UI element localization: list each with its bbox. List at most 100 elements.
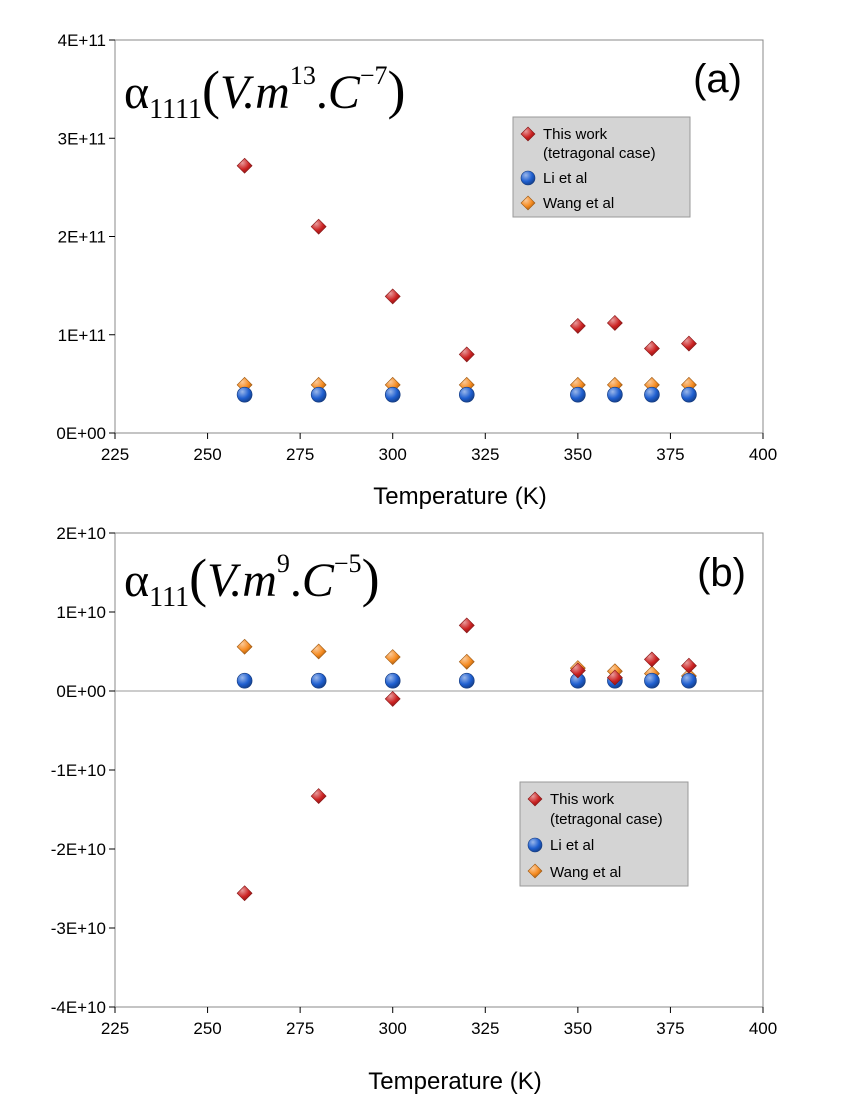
panel-b-point-this-work xyxy=(384,690,401,707)
panel-a-legend-label-wang: Wang et al xyxy=(543,195,614,212)
panel-b-y-tick-label: -3E+10 xyxy=(51,919,106,938)
panel-a-point-this-work xyxy=(384,288,401,305)
panel-a-formula-m-exponent: 13 xyxy=(290,61,316,90)
panel-b-legend-label-wang: Wang et al xyxy=(550,864,621,881)
panel-b-point-this-work xyxy=(569,662,586,679)
panel-b-formula-dot: . xyxy=(290,554,302,607)
panel-a: 0E+00 1E+11 2E+11 3E+11 4E+11 225 250 275 300 32… xyxy=(56,31,777,510)
panel-b-x-axis-label: Temperature (K) xyxy=(368,1068,541,1095)
panel-b-y-tick-label: 1E+10 xyxy=(56,603,106,622)
panel-b-formula-symbol: α xyxy=(124,554,149,607)
panel-a-point-li xyxy=(458,386,475,403)
panel-a-legend-marker-li xyxy=(520,170,536,186)
panel-a-legend: This work (tetragonal case) Li et al Wan… xyxy=(512,116,691,218)
panel-a-formula-dot: . xyxy=(316,66,328,119)
panel-a-point-this-work xyxy=(643,340,660,357)
panel-b-legend-marker-li xyxy=(527,837,543,853)
panel-b-y-tick-label: -1E+10 xyxy=(51,761,106,780)
panel-a-point-li xyxy=(310,386,327,403)
panel-a-legend-marker-this-work xyxy=(520,126,536,142)
panel-a-x-tick-label: 325 xyxy=(471,445,499,464)
panel-b-point-this-work xyxy=(643,651,660,668)
panel-b-x-tick-label: 225 xyxy=(101,1019,129,1038)
panel-b-point-li xyxy=(644,672,660,689)
panel-a-formula-subscript: 1111 xyxy=(149,94,202,125)
panel-a-y-ticks: 0E+00 1E+11 2E+11 3E+11 4E+11 xyxy=(56,31,115,443)
panel-b: -4E+10-3E+10-2E+10-1E+100E+001E+102E+10 … xyxy=(51,524,777,1095)
panel-b-point-li xyxy=(681,672,697,689)
panel-b-point-li xyxy=(236,672,253,689)
panel-a-point-li xyxy=(607,386,623,403)
panel-a-formula-c: C xyxy=(328,66,361,119)
panel-a-x-tick-label: 300 xyxy=(379,445,407,464)
panel-b-x-tick-label: 275 xyxy=(286,1019,314,1038)
panel-a-x-tick-label: 250 xyxy=(193,445,221,464)
panel-b-point-this-work xyxy=(236,885,253,902)
panel-b-x-tick-label: 350 xyxy=(564,1019,592,1038)
panel-b-x-tick-label: 375 xyxy=(656,1019,684,1038)
panel-b-formula-v: V. xyxy=(207,554,242,607)
panel-a-point-this-work xyxy=(569,317,586,334)
panel-a-point-this-work xyxy=(458,346,475,363)
panel-a-y-tick-label: 3E+11 xyxy=(58,129,106,148)
panel-a-formula-open-paren: ( xyxy=(202,60,220,120)
panel-a-title-formula: α1111(V.m13.C−7) xyxy=(124,60,406,125)
panel-b-x-ticks: 225 250 275 300 325 350 375 400 xyxy=(101,1007,777,1038)
panel-a-points xyxy=(236,157,697,403)
panel-b-formula-m-exponent: 9 xyxy=(277,549,290,578)
panel-b-title-formula: α111(V.m9.C−5) xyxy=(124,548,380,613)
panel-b-formula-close-paren: ) xyxy=(362,548,380,608)
panel-a-legend-label-this-work-line1: This work xyxy=(543,126,608,143)
panel-b-formula-m: m xyxy=(242,554,277,607)
panel-b-formula-c: C xyxy=(302,554,335,607)
panel-a-y-tick-label: 1E+11 xyxy=(58,326,106,345)
panel-a-point-this-work xyxy=(681,335,697,352)
panel-b-legend-marker-wang xyxy=(527,863,543,879)
panel-a-x-tick-label: 350 xyxy=(564,445,592,464)
panel-b-point-wang xyxy=(458,653,475,670)
panel-b-legend-label-li: Li et al xyxy=(550,837,594,854)
panel-b-point-wang xyxy=(310,643,327,660)
panel-b-x-tick-label: 325 xyxy=(471,1019,499,1038)
panel-a-legend-box xyxy=(512,116,691,218)
panel-a-y-tick-label: 2E+11 xyxy=(58,228,106,247)
panel-a-legend-label-li: Li et al xyxy=(543,170,587,187)
panel-a-point-li xyxy=(236,386,253,403)
panel-a-x-tick-label: 400 xyxy=(749,445,777,464)
panel-b-plot-area xyxy=(114,532,764,1008)
panel-a-formula-v: V. xyxy=(220,66,255,119)
panel-b-x-tick-label: 400 xyxy=(749,1019,777,1038)
panel-b-formula-subscript: 111 xyxy=(149,582,189,613)
panel-a-point-li xyxy=(644,386,660,403)
panel-b-x-tick-label: 250 xyxy=(193,1019,221,1038)
panel-a-formula-close-paren: ) xyxy=(388,60,406,120)
panel-b-y-tick-label: -4E+10 xyxy=(51,998,106,1017)
panel-b-point-wang xyxy=(384,649,401,665)
panel-b-letter: (b) xyxy=(697,551,746,595)
panel-b-legend: This work (tetragonal case) Li et al Wan… xyxy=(519,781,689,887)
panel-b-y-ticks: -4E+10 -3E+10 -2E+10 -1E+10 0E+00 1E+10 2E+10 xyxy=(51,524,115,1017)
panel-b-formula-open-paren: ( xyxy=(189,548,207,608)
panel-b-formula-c-exponent: −5 xyxy=(334,549,362,578)
panel-b-legend-label-this-work-line2: (tetragonal case) xyxy=(550,811,663,828)
panel-b-point-li xyxy=(384,672,401,689)
panel-b-point-wang xyxy=(236,638,253,655)
panel-b-legend-marker-this-work xyxy=(527,791,543,807)
panel-a-point-li xyxy=(384,386,401,403)
panel-a-x-tick-label: 225 xyxy=(101,445,129,464)
panel-b-x-tick-label: 300 xyxy=(379,1019,407,1038)
panel-a-formula-symbol: α xyxy=(124,66,149,119)
panel-b-legend-box xyxy=(519,781,689,887)
panel-a-x-tick-label: 275 xyxy=(286,445,314,464)
panel-a-x-tick-label: 375 xyxy=(656,445,684,464)
panel-a-y-tick-label: 0E+00 xyxy=(56,424,106,443)
panel-a-y-tick-label: 4E+11 xyxy=(58,31,106,50)
panel-a-formula-m: m xyxy=(255,66,290,119)
panel-a-plot-area xyxy=(114,39,764,434)
panel-a-x-axis-label: Temperature (K) xyxy=(373,483,546,510)
panel-b-point-this-work xyxy=(310,788,327,804)
panel-b-y-tick-label: 2E+10 xyxy=(56,524,106,543)
panel-b-point-this-work xyxy=(681,657,697,674)
